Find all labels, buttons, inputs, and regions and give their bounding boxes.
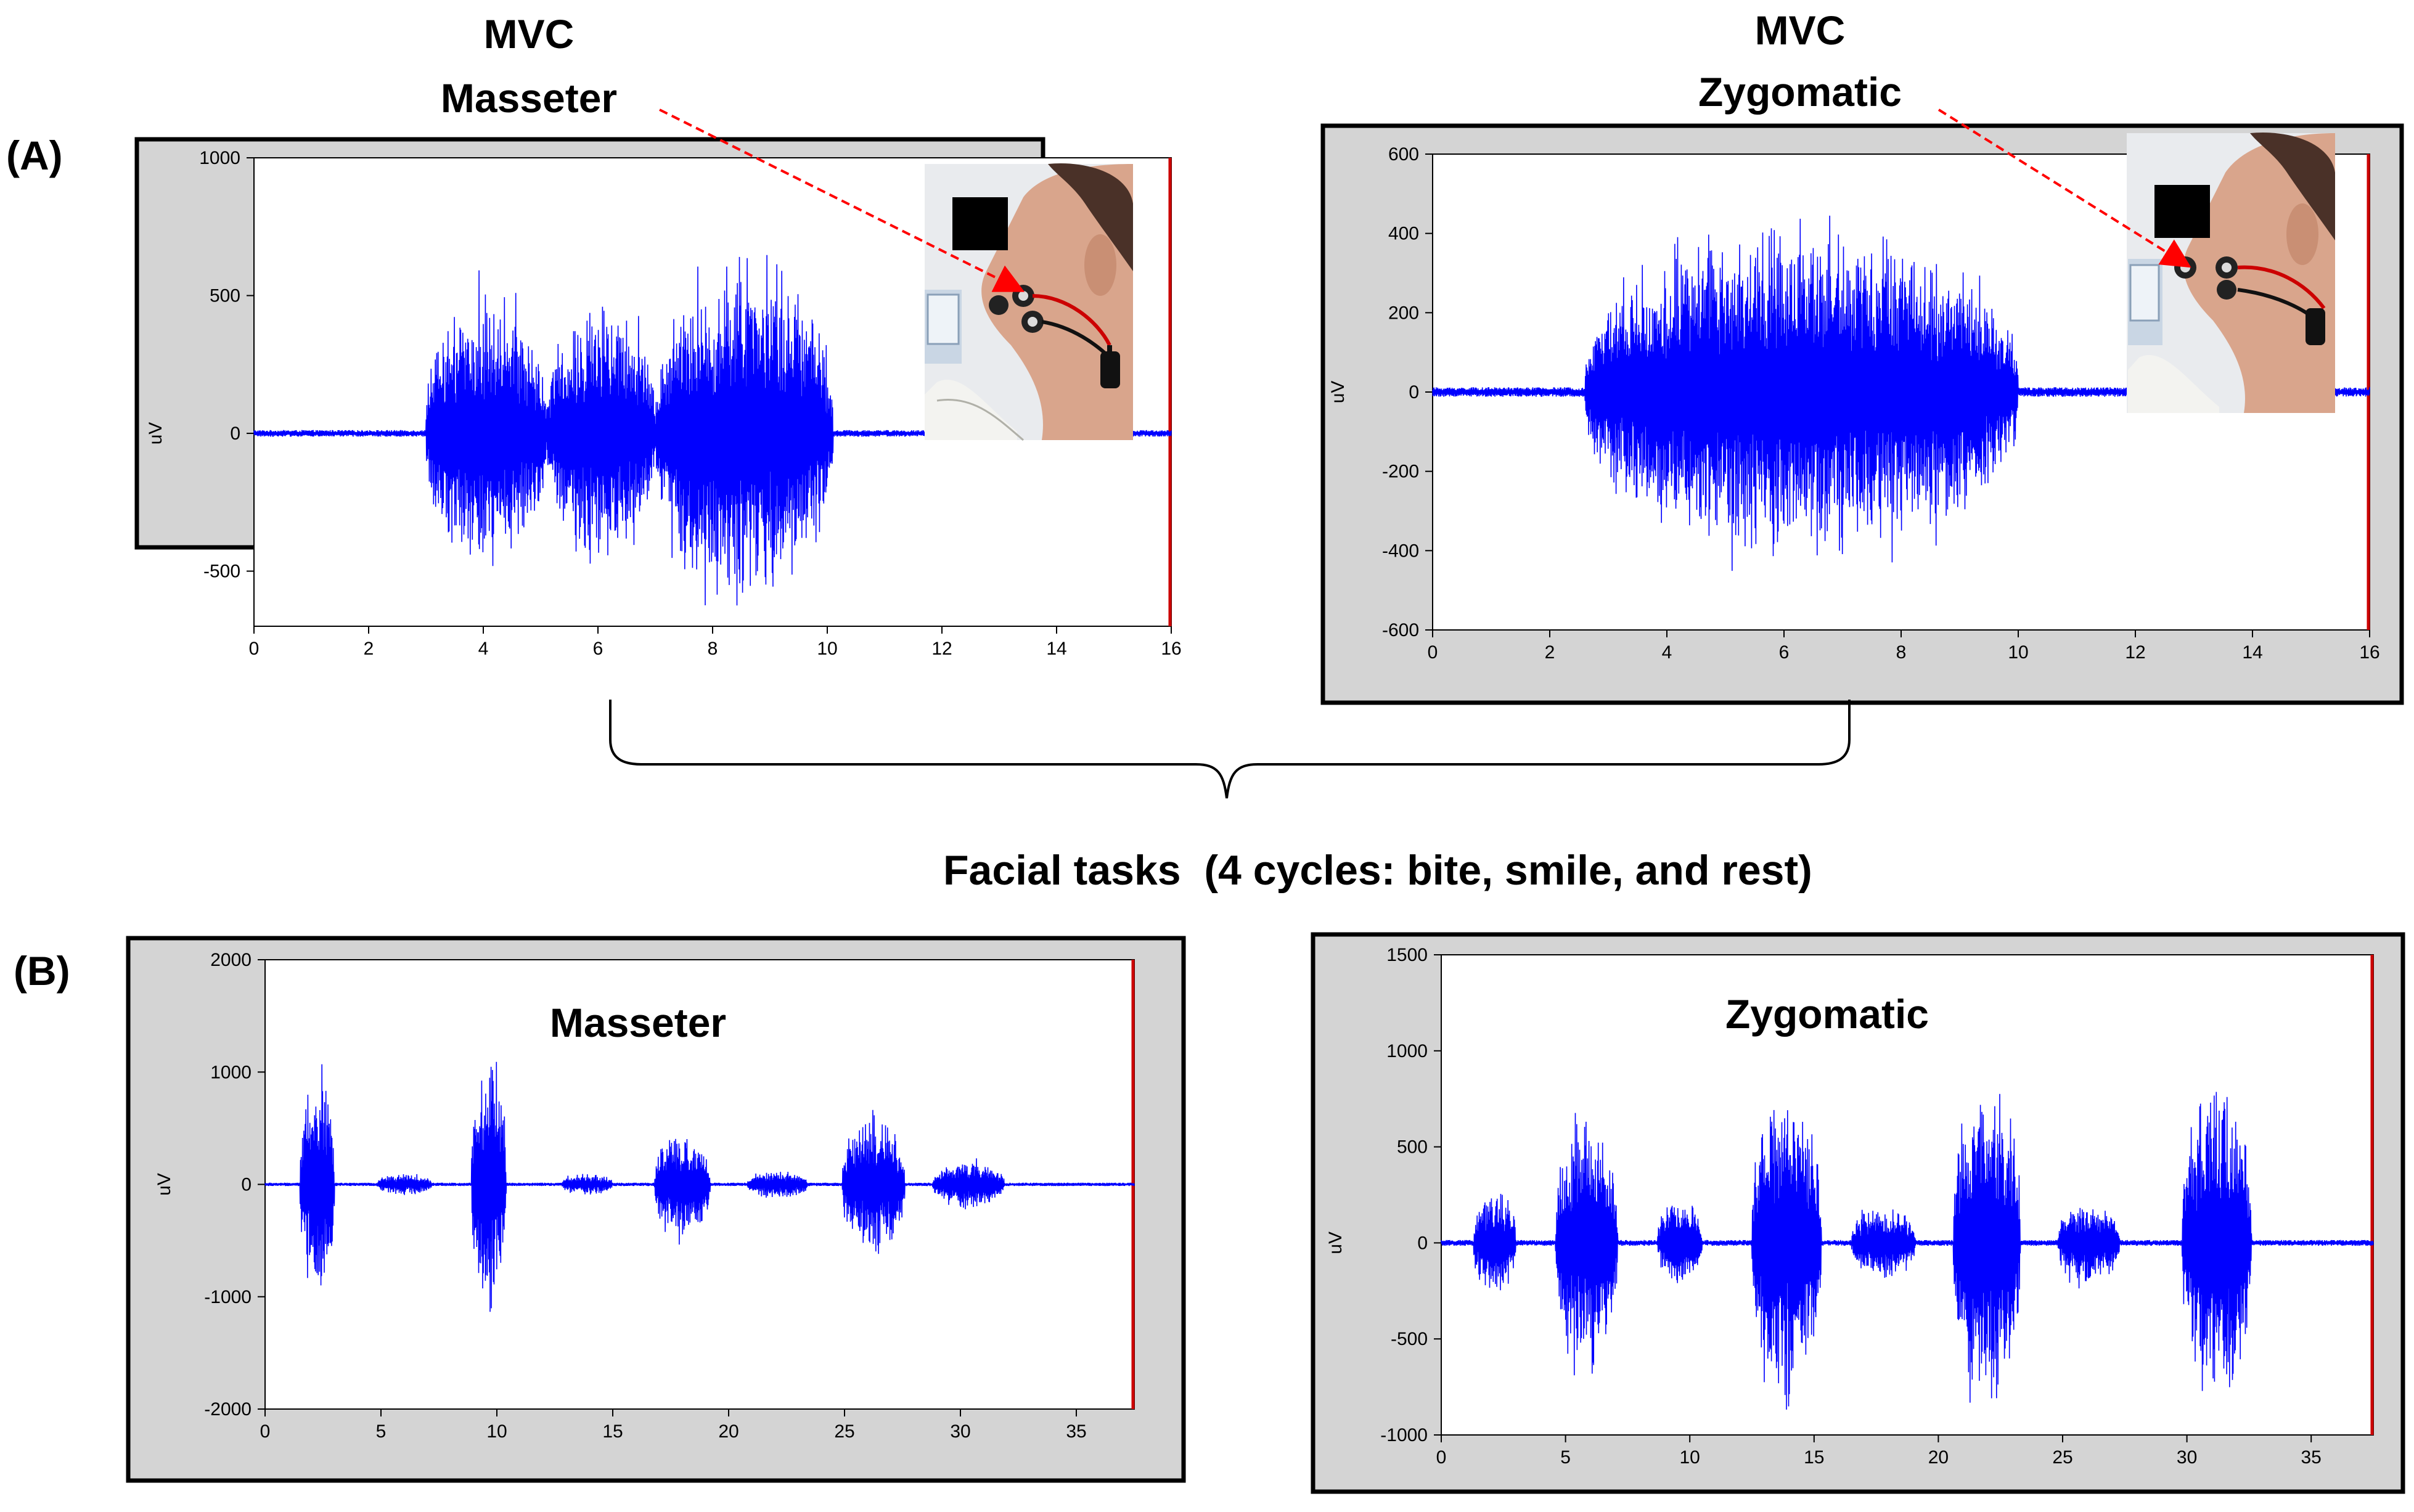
y-axis-label: uV [154, 1173, 174, 1196]
x-tick-label: 12 [931, 639, 952, 659]
x-tick-label: 30 [2177, 1447, 2197, 1468]
grouping-brace [609, 700, 1851, 799]
x-tick-label: 20 [718, 1421, 739, 1442]
x-tick-label: 14 [1046, 639, 1066, 659]
x-tick-label: 10 [2008, 642, 2028, 663]
chart-b-masseter: 0 5 10 15 20 25 30 35 2000 1000 0 -1000 -2000 uV Masse… [126, 936, 1186, 1483]
x-tick-label: 35 [2301, 1447, 2322, 1468]
chart-title: Masseter [550, 1000, 726, 1045]
mvc-zygomatic-heading-2: Zygomatic [1698, 69, 1902, 115]
x-tick-label: 6 [1779, 642, 1790, 663]
chart-title: Zygomatic [1725, 991, 1929, 1037]
x-tick-label: 8 [1896, 642, 1907, 663]
y-tick-label: 0 [1417, 1233, 1428, 1253]
panel-b-label: (B) [14, 948, 70, 994]
y-tick-label: 2000 [210, 950, 252, 970]
x-tick-label: 20 [1928, 1447, 1949, 1468]
mvc-masseter-heading-1: MVC [484, 11, 575, 57]
y-tick-label: 1000 [210, 1062, 252, 1082]
y-tick-label: -600 [1382, 620, 1419, 640]
y-tick-label: -500 [1391, 1329, 1428, 1349]
x-tick-label: 10 [817, 639, 837, 659]
y-tick-label: 400 [1388, 224, 1419, 244]
y-axis-label: uV [145, 422, 166, 445]
y-axis-label: uV [1328, 381, 1348, 404]
x-tick-label: 35 [1066, 1421, 1086, 1442]
x-tick-label: 16 [2359, 642, 2379, 663]
mvc-masseter-heading-2: Masseter [441, 75, 617, 121]
y-tick-label: 500 [1397, 1137, 1428, 1158]
y-tick-label: -1000 [1380, 1425, 1428, 1445]
y-tick-label: 1500 [1386, 945, 1428, 965]
y-axis-label: uV [1325, 1232, 1346, 1254]
x-tick-label: 0 [1428, 642, 1438, 663]
x-tick-label: 10 [486, 1421, 507, 1442]
y-tick-label: -200 [1382, 462, 1419, 482]
x-tick-label: 16 [1161, 639, 1181, 659]
emg-signal-trace [1441, 1092, 2374, 1410]
x-tick-label: 14 [2242, 642, 2262, 663]
panel-a-label: (A) [6, 133, 63, 178]
x-tick-label: 4 [478, 639, 489, 659]
y-tick-label: -2000 [204, 1399, 252, 1420]
x-tick-label: 2 [364, 639, 374, 659]
x-tick-label: 25 [834, 1421, 854, 1442]
y-tick-label: 0 [230, 423, 240, 444]
x-tick-label: 25 [2052, 1447, 2072, 1468]
x-tick-label: 4 [1662, 642, 1672, 663]
emg-signal-trace [264, 1061, 1135, 1312]
face-electrodes-zygomatic-photo [2127, 132, 2335, 413]
facial-tasks-caption: Facial tasks (4 cycles: bite, smile, and… [943, 847, 1812, 894]
x-tick-label: 15 [1804, 1447, 1824, 1468]
x-tick-label: 12 [2125, 642, 2145, 663]
y-tick-label: -1000 [204, 1287, 252, 1307]
y-tick-label: 0 [1409, 382, 1419, 403]
y-tick-label: 0 [241, 1175, 252, 1195]
x-tick-label: 15 [602, 1421, 623, 1442]
face-electrodes-masseter-photo [925, 163, 1133, 441]
y-tick-label: 200 [1388, 303, 1419, 323]
y-tick-label: -500 [203, 562, 240, 582]
x-tick-label: 2 [1545, 642, 1555, 663]
y-tick-label: 1000 [199, 148, 240, 168]
x-tick-label: 8 [708, 639, 718, 659]
x-tick-label: 0 [249, 639, 260, 659]
zygomatic-pointer-arrow [1937, 108, 2191, 268]
y-tick-label: 500 [210, 286, 240, 306]
chart-b-zygomatic: 0 5 10 15 20 25 30 35 1500 1000 500 0 -500 -1000 uV Zyg… [1311, 932, 2405, 1494]
mvc-zygomatic-heading-1: MVC [1755, 7, 1846, 53]
y-tick-label: 1000 [1386, 1041, 1428, 1061]
x-tick-label: 0 [1436, 1447, 1447, 1468]
y-tick-label: -400 [1382, 541, 1419, 561]
x-tick-label: 6 [593, 639, 604, 659]
y-tick-label: 600 [1388, 144, 1419, 165]
x-tick-label: 0 [260, 1421, 271, 1442]
x-tick-label: 5 [1560, 1447, 1571, 1468]
x-tick-label: 30 [950, 1421, 970, 1442]
x-tick-label: 5 [376, 1421, 387, 1442]
x-tick-label: 10 [1680, 1447, 1700, 1468]
